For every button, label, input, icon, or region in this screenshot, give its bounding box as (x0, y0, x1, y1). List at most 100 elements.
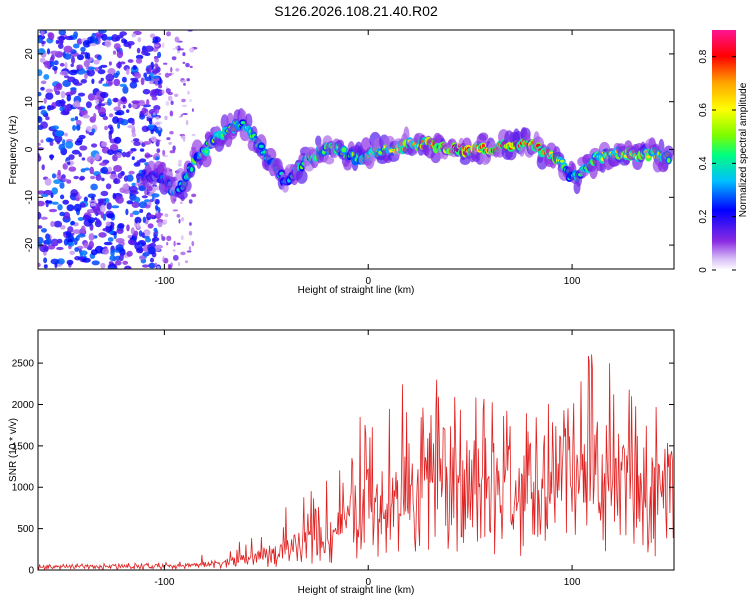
spectrogram-ridge-cell (190, 167, 194, 172)
spectrogram-noise-cell (83, 242, 89, 249)
spectrogram-noise-cell (117, 122, 121, 129)
snr-y-tick-label: 2500 (12, 359, 35, 370)
spectrogram-noise-cell (131, 182, 137, 187)
spectrogram-noise-cell (154, 156, 160, 161)
spectrogram-noise-cell (110, 266, 115, 269)
spectrogram-noise-cell (91, 78, 95, 85)
spectrogram-noise-cell (174, 36, 180, 43)
spectrogram-noise-cell (95, 174, 102, 181)
spectrogram-noise-cell (154, 57, 160, 63)
spectrogram-noise-cell (60, 194, 65, 200)
spectrogram-noise-cell (73, 43, 80, 49)
spectrogram-noise-cell (173, 240, 176, 247)
spectrogram-noise-cell (41, 193, 49, 198)
spectrogram-noise-cell (187, 90, 190, 95)
spectrogram-noise-cell (127, 235, 132, 239)
spectrogram-noise-cell (182, 104, 187, 107)
spectrogram-noise-cell (94, 153, 100, 161)
spectrogram-noise-cell (105, 73, 115, 82)
spectrogram-noise-cell (50, 238, 59, 247)
spectrogram-noise-cell (172, 254, 179, 261)
spectrogram-noise-cell (100, 204, 106, 213)
spectrogram-noise-cell (147, 214, 155, 218)
spectrogram-noise-cell (54, 130, 64, 137)
spectrogram-noise-cell (94, 104, 101, 110)
spectrogram-noise-cell (182, 61, 186, 64)
spectrogram-noise-cell (70, 189, 79, 197)
spectrogram-noise-cell (93, 59, 100, 65)
spectrogram-noise-cell (100, 64, 108, 68)
spectrogram-noise-cell (65, 35, 74, 41)
spectrogram-noise-cell (176, 214, 181, 218)
spectrogram-noise-cell (39, 57, 46, 63)
spectrogram-noise-cell (84, 167, 90, 171)
spectrogram-noise-cell (189, 65, 193, 69)
spectrogram-noise-cell (154, 108, 160, 114)
spectrogram-noise-cell (77, 217, 85, 221)
spectrogram-noise-cell (113, 136, 122, 144)
spectrogram-noise-cell (98, 30, 107, 34)
spectrogram-noise-cell (82, 214, 91, 221)
spectrogram-noise-cell (154, 205, 159, 210)
spectrogram-noise-cell (137, 101, 146, 106)
spectrogram-halo-cell (478, 132, 489, 141)
spectrogram-noise-cell (181, 79, 187, 83)
spectrogram-noise-cell (125, 208, 129, 216)
spectrogram-noise-cell (155, 210, 159, 214)
spectrogram-noise-cell (62, 178, 68, 182)
colorbar-tick-label: 0.2 (698, 209, 709, 223)
spectrogram-ridge-cell (646, 155, 651, 159)
page-title: S126.2026.108.21.40.R02 (274, 3, 438, 19)
spectrogram-noise-cell (129, 213, 134, 218)
spectrogram-noise-cell (112, 97, 119, 103)
spectrogram-noise-cell (58, 143, 66, 151)
spectrogram-noise-cell (77, 54, 84, 61)
spectrogram-noise-cell (154, 245, 161, 252)
spectrogram-noise-cell (45, 116, 50, 121)
spectrogram-noise-cell (51, 173, 57, 179)
spectrogram-noise-cell (180, 251, 186, 256)
spectrogram-noise-cell (126, 109, 130, 113)
spectrogram-noise-cell (180, 135, 186, 140)
spectrogram-noise-cell (103, 241, 113, 246)
spectrogram-halo-cell (296, 169, 308, 184)
spectrogram-y-tick-label: -20 (24, 237, 35, 252)
spectrogram-noise-cell (175, 68, 180, 72)
spectrogram-noise-cell (107, 149, 114, 156)
spectrogram-noise-cell (117, 172, 123, 179)
spectrogram-noise-cell (67, 226, 74, 233)
spectrogram-noise-cell (154, 198, 160, 205)
spectrogram-noise-cell (164, 115, 168, 121)
spectrogram-noise-cell (105, 183, 112, 190)
spectrogram-noise-cell (71, 149, 80, 155)
snr-x-tick-label: 100 (564, 577, 581, 588)
spectrogram-y-axis-label: Frequency (Hz) (8, 116, 19, 185)
spectrogram-noise-cell (188, 230, 193, 236)
spectrogram-noise-cell (131, 156, 135, 161)
spectrogram-noise-cell (116, 62, 122, 69)
spectrogram-noise-cell (161, 42, 165, 49)
spectrogram-noise-cell (189, 99, 192, 102)
spectrogram-noise-cell (113, 43, 121, 50)
spectrogram-noise-cell (166, 242, 169, 246)
spectrogram-noise-cell (49, 141, 54, 146)
spectrogram-noise-cell (126, 224, 130, 232)
spectrogram-noise-cell (110, 249, 115, 257)
spectrogram-noise-cell (166, 137, 171, 141)
spectrogram-noise-cell (53, 60, 59, 66)
spectrogram-noise-cell (51, 201, 59, 205)
spectrogram-noise-cell (149, 33, 156, 39)
spectrogram-halo-cell (177, 190, 188, 200)
spectrogram-noise-cell (188, 199, 193, 204)
spectrogram-noise-cell (60, 110, 70, 116)
spectrogram-noise-cell (182, 138, 186, 142)
spectrogram-noise-cell (63, 53, 72, 60)
spectrogram-noise-cell (161, 236, 166, 242)
spectrogram-noise-cell (54, 134, 63, 143)
spectrogram-noise-cell (132, 79, 139, 83)
spectrogram-noise-cell (66, 259, 74, 265)
spectrogram-noise-cell (144, 204, 151, 209)
spectrogram-noise-cell (177, 50, 180, 54)
spectrogram-noise-cell (80, 168, 86, 173)
spectrogram-noise-cell (172, 209, 179, 212)
